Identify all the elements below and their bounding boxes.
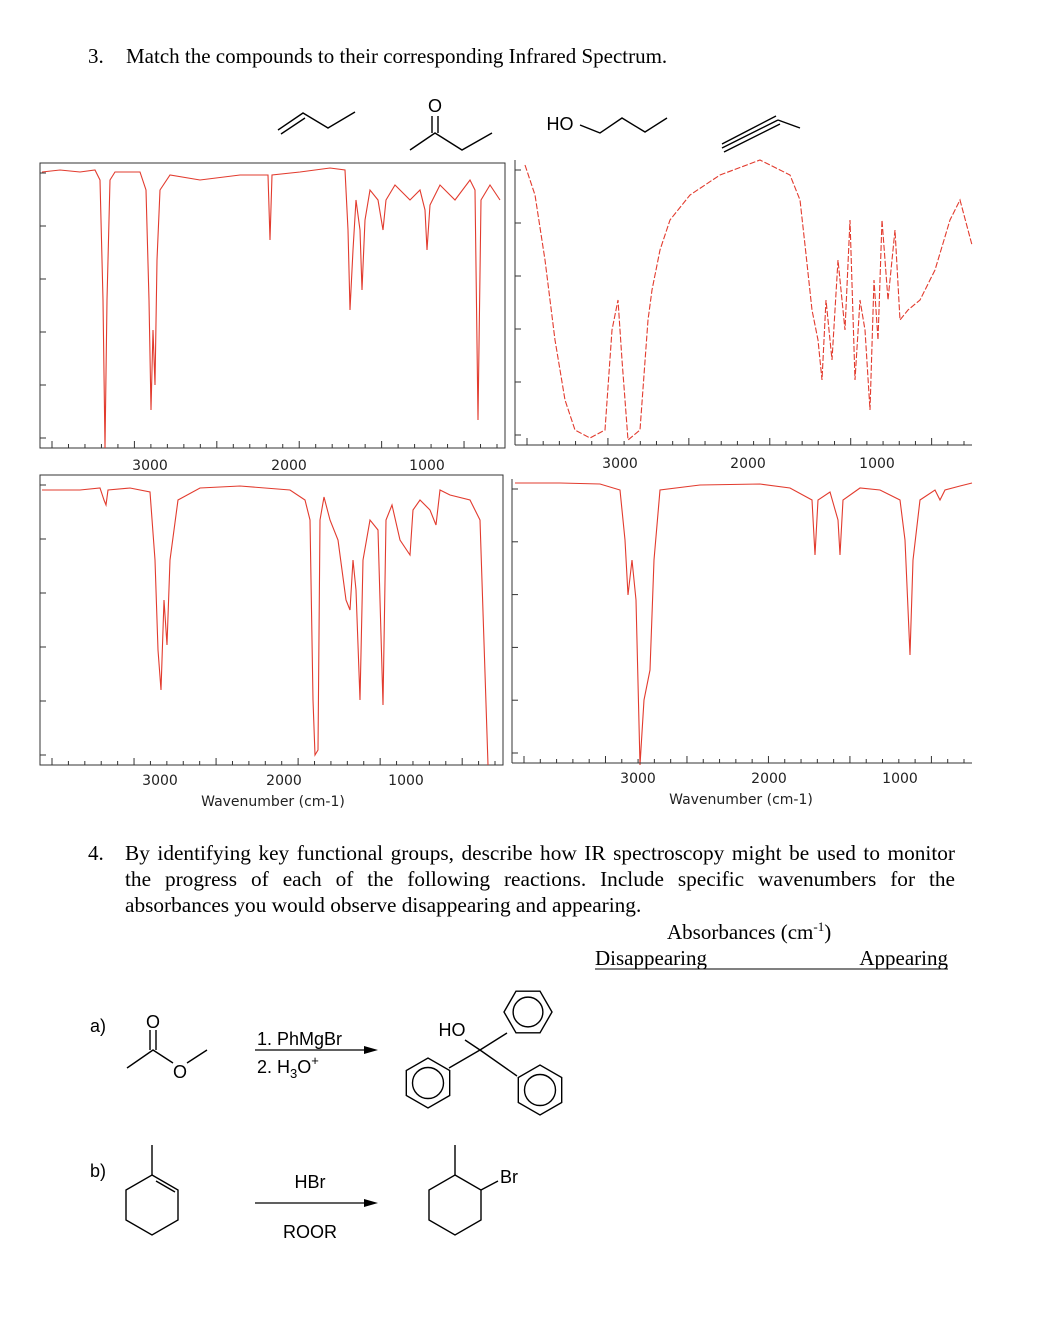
reagent: 2. H3O+: [257, 1053, 319, 1081]
reagent-part: O: [297, 1057, 311, 1077]
atom-label: HO: [547, 114, 574, 134]
butanol: [579, 117, 668, 134]
x-tick-label: 1000: [409, 458, 445, 474]
reagent: 1. PhMgBr: [257, 1029, 342, 1049]
central-bonds: [448, 1032, 518, 1077]
atom-label: O: [146, 1012, 160, 1032]
x-tick-label: 1000: [882, 771, 918, 787]
reagent: ROOR: [283, 1222, 337, 1242]
x-tick-label: 2000: [266, 773, 302, 789]
atom-label: HO: [439, 1020, 466, 1040]
question-number: 4.: [88, 841, 104, 865]
column-header: Appearing: [859, 946, 948, 970]
aromatic-circle: [512, 996, 544, 1028]
atom-label: O: [428, 96, 442, 116]
reagent-part: 2. H: [257, 1057, 290, 1077]
x-axis-label: Wavenumber (cm-1): [669, 792, 813, 808]
atom-label: Br: [500, 1167, 518, 1187]
question-text: By identifying key functional groups, de…: [125, 841, 955, 917]
header-sup: -1: [813, 919, 824, 934]
table-header: Absorbances (cm-1): [667, 919, 831, 944]
substituents: [454, 1145, 499, 1191]
double-bond: [155, 1180, 176, 1193]
question-text: Match the compounds to their correspondi…: [126, 44, 667, 68]
ring: [503, 990, 553, 1034]
arrow-head: [364, 1199, 378, 1207]
aromatic-circle: [523, 1073, 557, 1107]
x-tick-label: 2000: [751, 771, 787, 787]
structures: O HO: [277, 96, 801, 153]
reagent-sup: +: [311, 1053, 319, 1068]
reaction-label: a): [90, 1016, 106, 1036]
butene: [277, 111, 356, 135]
header-text: Absorbances (cm: [667, 920, 813, 944]
x-axis-label: Wavenumber (cm-1): [201, 794, 345, 810]
x-tick-label: 1000: [859, 456, 895, 472]
spectrum-frame: [39, 474, 504, 766]
arrow-head: [364, 1046, 378, 1054]
x-tick-label: 2000: [271, 458, 307, 474]
ir-spectrum: [41, 167, 501, 449]
x-tick-label: 3000: [602, 456, 638, 472]
header-suffix: ): [824, 920, 831, 944]
butanone: [409, 116, 493, 151]
x-tick-label: 3000: [620, 771, 656, 787]
ring: [125, 1174, 179, 1236]
reagent: HBr: [295, 1172, 326, 1192]
ir-spectrum: [524, 159, 973, 442]
reaction-label: b): [90, 1161, 106, 1181]
x-tick-label: 3000: [132, 458, 168, 474]
ring: [405, 1057, 451, 1109]
column-header: Disappearing: [595, 946, 707, 970]
ir-spectrum: [42, 485, 489, 766]
butyne: [721, 115, 801, 153]
ring: [517, 1064, 563, 1116]
atom-label: O: [173, 1062, 187, 1082]
x-tick-label: 2000: [730, 456, 766, 472]
methyl-acetate: [126, 1030, 208, 1069]
x-tick-label: 3000: [142, 773, 178, 789]
spectrum-frame: [39, 162, 506, 449]
reagent-sub: 3: [290, 1066, 297, 1081]
ring: [428, 1174, 482, 1236]
question-number: 3.: [88, 44, 104, 68]
x-tick-label: 1000: [388, 773, 424, 789]
ir-spectrum: [515, 482, 973, 766]
aromatic-circle: [411, 1066, 445, 1100]
